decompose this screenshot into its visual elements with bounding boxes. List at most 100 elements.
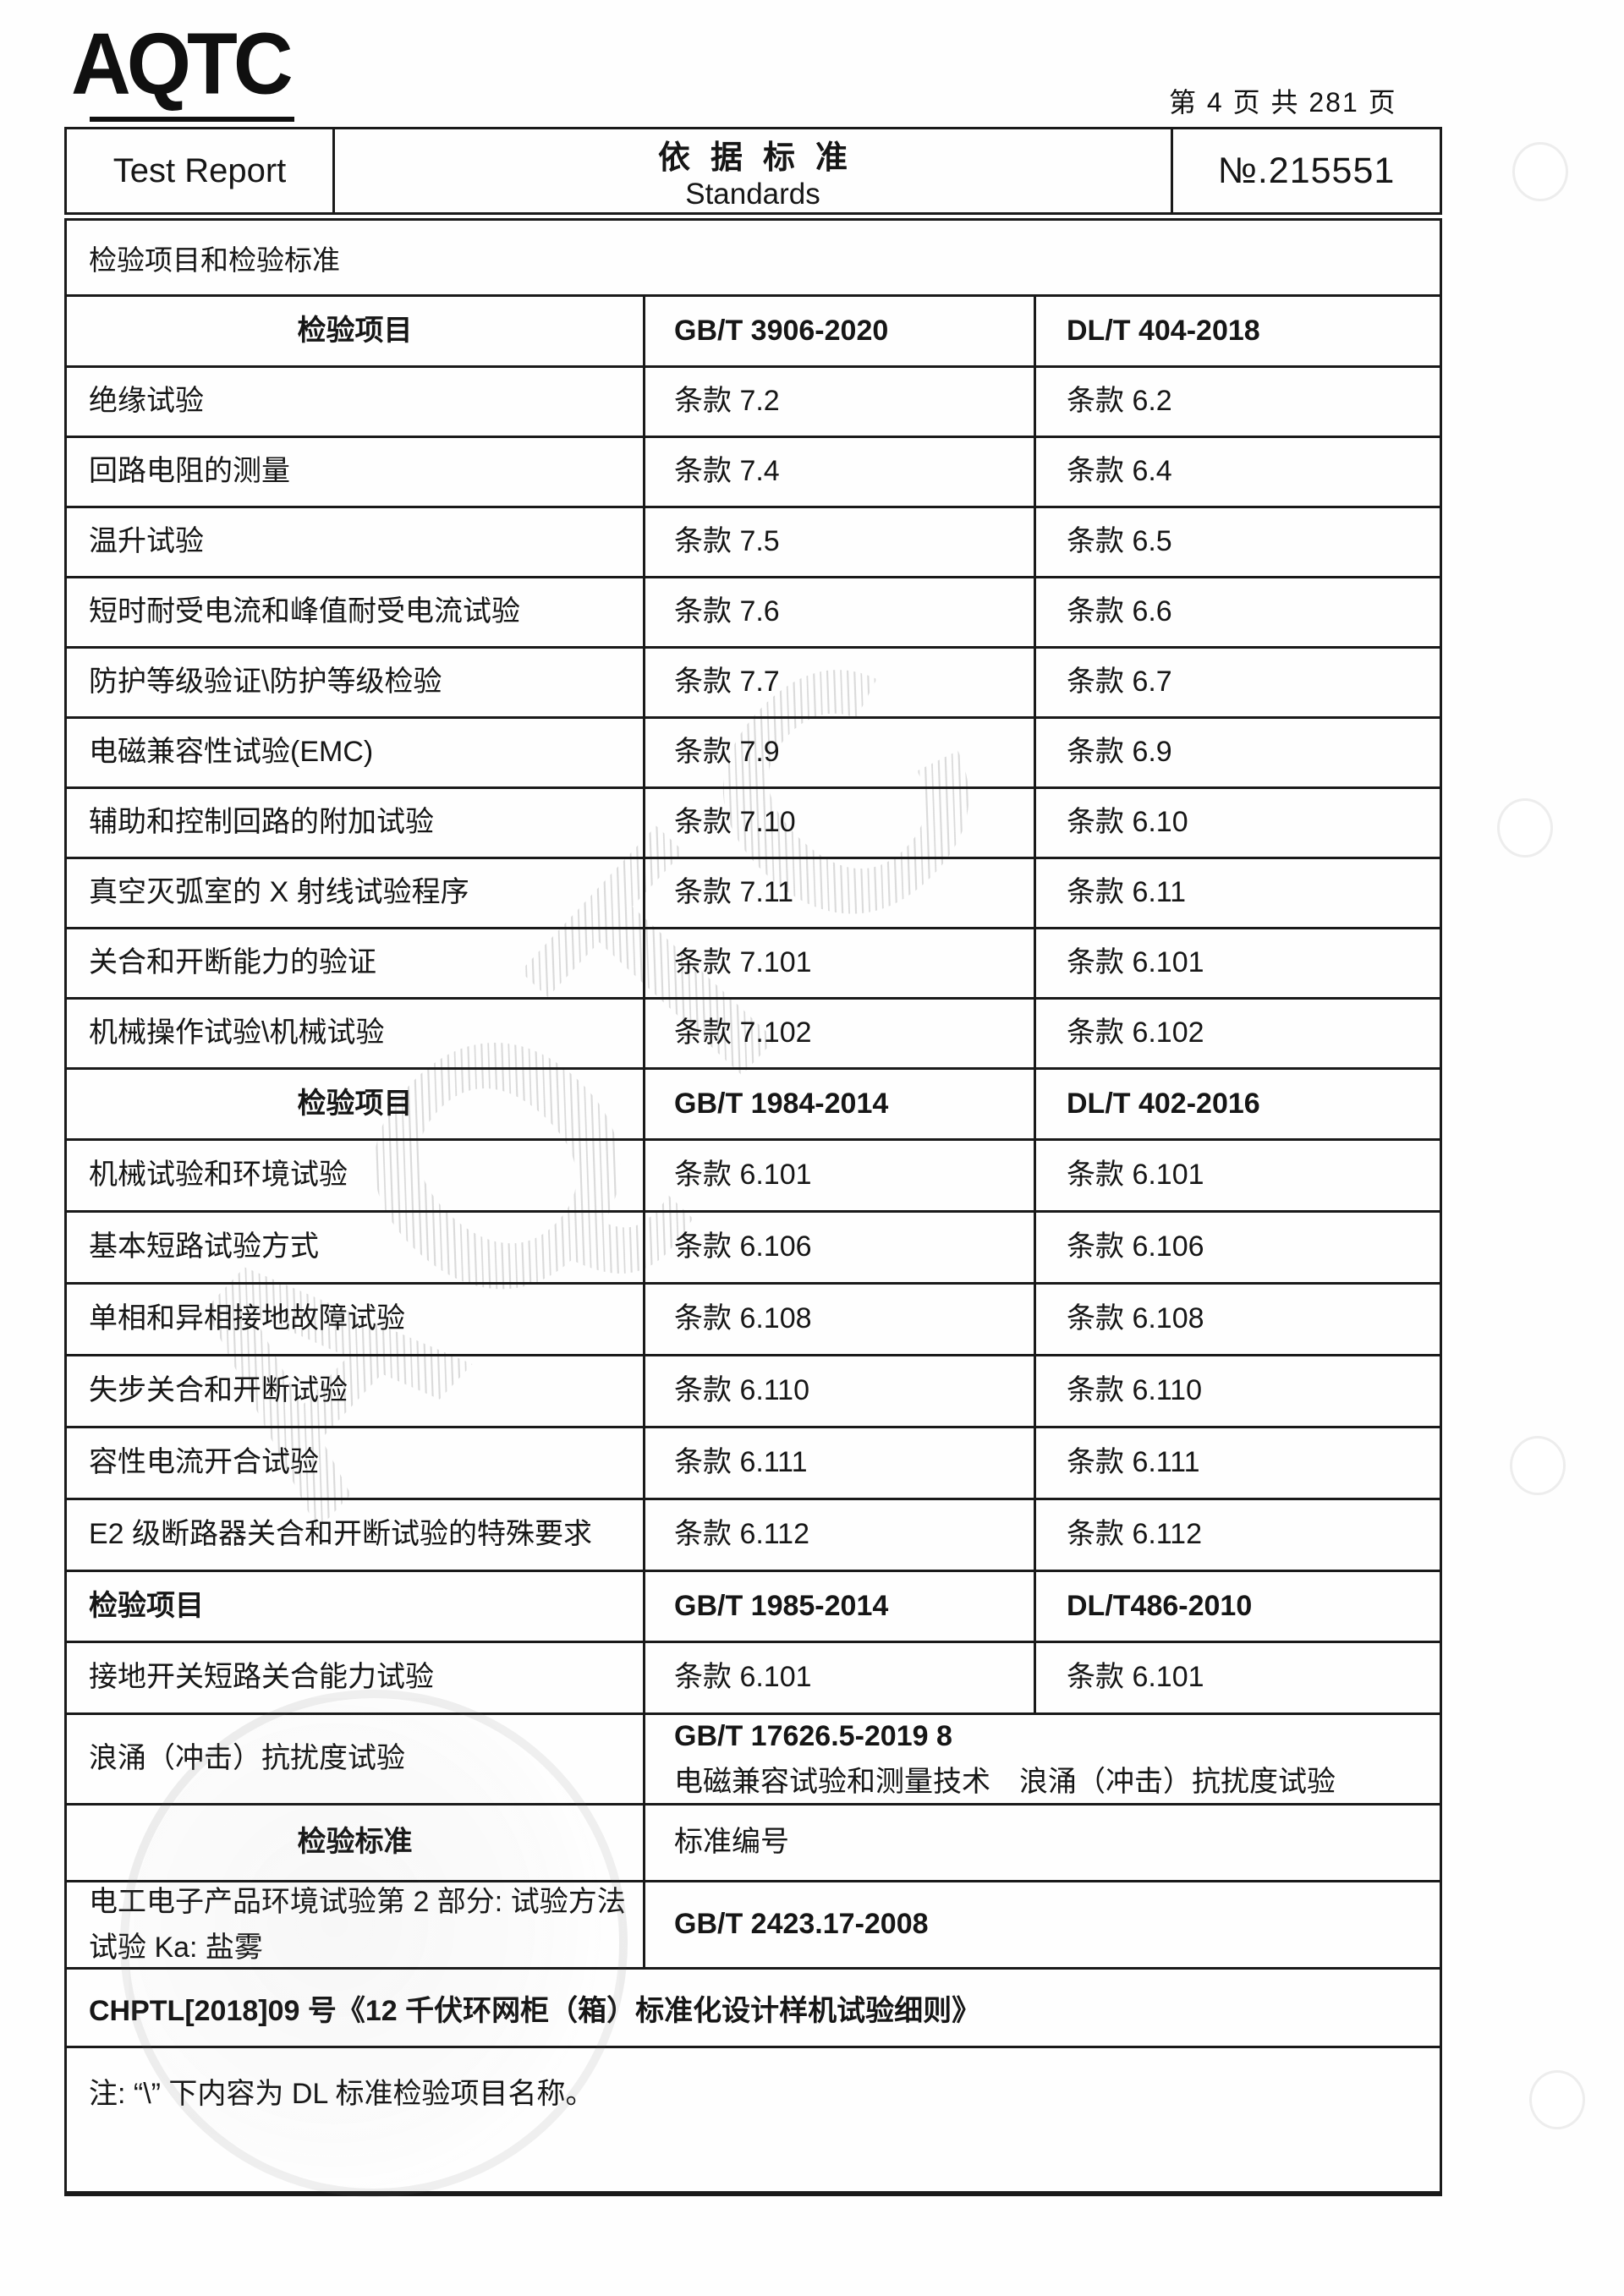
table-row: 接地开关短路关合能力试验 条款 6.101 条款 6.101 (67, 1643, 1440, 1715)
gbt-standard-header-cell: GB/T 3906-2020 (645, 297, 1036, 365)
gbt-clause-cell: 条款 7.2 (645, 368, 1036, 436)
aqtc-logo: AQTC (71, 14, 294, 122)
table-row: 失步关合和开断试验 条款 6.110 条款 6.110 (67, 1356, 1440, 1428)
dlt-clause-cell: 条款 6.110 (1067, 1374, 1203, 1407)
table-row: 机械操作试验\机械试验 条款 7.102 条款 6.102 (67, 1000, 1440, 1070)
test-item-cell: 防护等级验证\防护等级检验 (67, 649, 645, 716)
item-header-cell: 检验项目 (67, 1070, 645, 1138)
item-header-cell: 检验项目 (67, 297, 645, 365)
surge-standard-cell: GB/T 17626.5-2019 8 电磁兼容试验和测量技术 浪涌（冲击）抗扰… (645, 1715, 1440, 1803)
gbt-clause-cell: 条款 6.108 (645, 1285, 1036, 1354)
dlt-clause-cell: 条款 6.112 (1067, 1518, 1203, 1551)
table-row: 绝缘试验 条款 7.2 条款 6.2 (67, 368, 1440, 438)
gbt-clause-cell: 条款 7.7 (645, 649, 1036, 716)
test-item-cell: 基本短路试验方式 (67, 1213, 645, 1282)
surge-standard-title: 电磁兼容试验和测量技术 浪涌（冲击）抗扰度试验 (674, 1766, 1336, 1798)
test-item-cell: 回路电阻的测量 (67, 438, 645, 506)
test-item-cell: 关合和开断能力的验证 (67, 929, 645, 997)
table-row: 辅助和控制回路的附加试验 条款 7.10 条款 6.10 (67, 789, 1440, 859)
surge-test-row: 浪涌（冲击）抗扰度试验 GB/T 17626.5-2019 8 电磁兼容试验和测… (67, 1715, 1440, 1806)
report-header-table: Test Report 依据标准 Standards №.215551 (64, 127, 1442, 215)
table-row: 单相和异相接地故障试验 条款 6.108 条款 6.108 (67, 1285, 1440, 1356)
table-row: 机械试验和环境试验 条款 6.101 条款 6.101 (67, 1141, 1440, 1213)
dlt-clause-cell: 条款 6.2 (1067, 385, 1172, 418)
standard-number-header-cell: 标准编号 (674, 1826, 789, 1859)
report-number-cell: №.215551 (1173, 129, 1440, 212)
gbt-clause-cell: 条款 7.11 (645, 859, 1036, 927)
test-item-cell: 接地开关短路关合能力试验 (67, 1643, 645, 1712)
gbt-clause-cell: 条款 6.111 (645, 1428, 1036, 1498)
gbt-clause-cell: 条款 7.102 (645, 1000, 1036, 1067)
table-row: 基本短路试验方式 条款 6.106 条款 6.106 (67, 1213, 1440, 1285)
dlt-standard-header-cell: DL/T486-2010 (1067, 1589, 1253, 1622)
dlt-standard-header-cell: DL/T 402-2016 (1067, 1087, 1260, 1120)
punch-hole (1510, 1436, 1566, 1495)
standards-title-cn: 依据标准 (657, 140, 868, 176)
standard-header-row: 检验标准 标准编号 (67, 1806, 1440, 1882)
table-row: 容性电流开合试验 条款 6.111 条款 6.111 (67, 1428, 1440, 1500)
dlt-clause-cell: 条款 6.102 (1067, 1016, 1204, 1049)
test-item-cell: 容性电流开合试验 (67, 1428, 645, 1498)
table-row: 防护等级验证\防护等级检验 条款 7.7 条款 6.7 (67, 649, 1440, 719)
table-row: 真空灭弧室的 X 射线试验程序 条款 7.11 条款 6.11 (67, 859, 1440, 929)
page-number: 第 4 页 共 281 页 (1169, 87, 1397, 118)
table3-header-row: 检验项目 GB/T 1985-2014 DL/T486-2010 (67, 1572, 1440, 1643)
report-number: №.215551 (1217, 150, 1396, 191)
table-row: 关合和开断能力的验证 条款 7.101 条款 6.101 (67, 929, 1440, 1000)
gbt-clause-cell: 条款 7.4 (645, 438, 1036, 506)
gbt-clause-cell: 条款 6.112 (645, 1500, 1036, 1570)
test-item-cell: 温升试验 (67, 508, 645, 576)
gbt-clause-cell: 条款 7.9 (645, 719, 1036, 786)
dlt-clause-cell: 条款 6.4 (1067, 455, 1172, 488)
gbt-standard-header-cell: GB/T 1984-2014 (645, 1070, 1036, 1138)
chptl-row: CHPTL[2018]09 号《12 千伏环网柜（箱）标准化设计样机试验细则》 (67, 1970, 1440, 2048)
table-row: 回路电阻的测量 条款 7.4 条款 6.4 (67, 438, 1440, 508)
surge-standard-number: GB/T 17626.5-2019 8 (674, 1719, 952, 1752)
dlt-clause-cell: 条款 6.6 (1067, 595, 1172, 628)
dlt-clause-cell: 条款 6.7 (1067, 666, 1172, 699)
dlt-clause-cell: 条款 6.11 (1067, 876, 1187, 909)
env-standard-cell: GB/T 2423.17-2008 (674, 1908, 929, 1941)
gbt-clause-cell: 条款 7.10 (645, 789, 1036, 857)
dlt-clause-cell: 条款 6.101 (1067, 1159, 1204, 1192)
logo-text: AQTC (71, 14, 294, 112)
table-row: 温升试验 条款 7.5 条款 6.5 (67, 508, 1440, 578)
note-text: 注: “\” 下内容为 DL 标准检验项目名称。 (89, 2078, 595, 2110)
gbt-clause-cell: 条款 6.106 (645, 1213, 1036, 1282)
dlt-clause-cell: 条款 6.108 (1067, 1302, 1204, 1335)
test-item-cell: 绝缘试验 (67, 368, 645, 436)
report-type-label: Test Report (112, 151, 287, 189)
standard-header-cell: 检验标准 (67, 1806, 645, 1880)
dlt-clause-cell: 条款 6.9 (1067, 736, 1172, 769)
table2-header-row: 检验项目 GB/T 1984-2014 DL/T 402-2016 (67, 1070, 1440, 1141)
gbt-clause-cell: 条款 6.101 (645, 1643, 1036, 1712)
gbt-clause-cell: 条款 7.101 (645, 929, 1036, 997)
standards-title-cell: 依据标准 Standards (335, 129, 1173, 212)
standards-table: 检验项目和检验标准 检验项目 GB/T 3906-2020 DL/T 404-2… (64, 218, 1442, 2196)
note-row: 注: “\” 下内容为 DL 标准检验项目名称。 (67, 2048, 1440, 2191)
environment-test-row: 电工电子产品环境试验第 2 部分: 试验方法 试验 Ka: 盐雾 GB/T 24… (67, 1882, 1440, 1970)
gbt-clause-cell: 条款 6.101 (645, 1141, 1036, 1210)
report-type-cell: Test Report (67, 129, 335, 212)
gbt-clause-cell: 条款 6.110 (645, 1356, 1036, 1426)
dlt-clause-cell: 条款 6.5 (1067, 525, 1172, 558)
test-item-cell: 短时耐受电流和峰值耐受电流试验 (67, 578, 645, 646)
test-item-cell: E2 级断路器关合和开断试验的特殊要求 (67, 1500, 645, 1570)
test-item-cell: 单相和异相接地故障试验 (67, 1285, 645, 1354)
gbt-clause-cell: 条款 7.5 (645, 508, 1036, 576)
dlt-clause-cell: 条款 6.101 (1067, 1661, 1204, 1694)
test-item-cell: 失步关合和开断试验 (67, 1356, 645, 1426)
punch-hole (1529, 2070, 1585, 2129)
test-item-cell: 机械操作试验\机械试验 (67, 1000, 645, 1067)
table1-header-row: 检验项目 GB/T 3906-2020 DL/T 404-2018 (67, 297, 1440, 368)
test-item-cell: 辅助和控制回路的附加试验 (67, 789, 645, 857)
test-item-cell: 机械试验和环境试验 (67, 1141, 645, 1210)
test-item-cell: 电工电子产品环境试验第 2 部分: 试验方法 试验 Ka: 盐雾 (67, 1882, 645, 1967)
env-test-label-line1: 电工电子产品环境试验第 2 部分: 试验方法 (89, 1885, 626, 1918)
env-test-label-line2: 试验 Ka: 盐雾 (89, 1932, 263, 1964)
dlt-clause-cell: 条款 6.10 (1067, 806, 1188, 839)
chptl-text: CHPTL[2018]09 号《12 千伏环网柜（箱）标准化设计样机试验细则》 (89, 1994, 981, 2027)
test-item-cell: 电磁兼容性试验(EMC) (67, 719, 645, 786)
dlt-clause-cell: 条款 6.111 (1067, 1446, 1200, 1479)
